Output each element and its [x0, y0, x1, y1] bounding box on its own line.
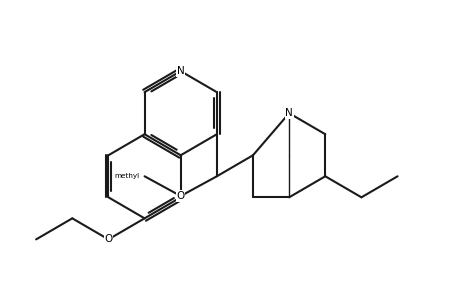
Text: N: N — [285, 108, 292, 118]
Text: N: N — [176, 66, 184, 76]
Text: O: O — [104, 234, 112, 244]
Text: O: O — [176, 191, 185, 201]
Text: methyl: methyl — [114, 173, 139, 179]
